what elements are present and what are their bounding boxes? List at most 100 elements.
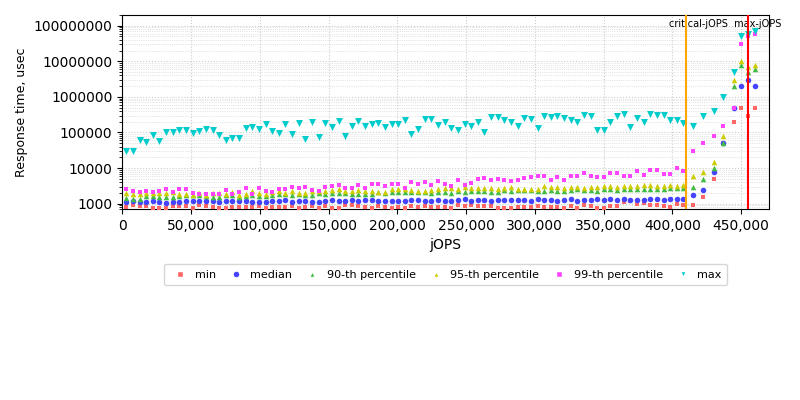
Y-axis label: Response time, usec: Response time, usec bbox=[15, 47, 28, 177]
Point bbox=[544, 186, 557, 193]
Point bbox=[312, 205, 325, 211]
Point bbox=[140, 199, 153, 205]
Point bbox=[326, 204, 338, 211]
Point bbox=[140, 190, 153, 196]
Point bbox=[749, 28, 762, 34]
Point bbox=[686, 173, 699, 179]
Point bbox=[299, 136, 312, 142]
Point bbox=[186, 190, 199, 196]
Point bbox=[179, 191, 192, 197]
Point bbox=[199, 192, 212, 198]
Point bbox=[551, 174, 564, 180]
Point bbox=[571, 119, 584, 126]
Point bbox=[664, 116, 677, 123]
Point bbox=[378, 190, 391, 196]
Point bbox=[525, 116, 538, 123]
Point bbox=[153, 204, 166, 211]
Point bbox=[405, 202, 418, 209]
Point bbox=[604, 183, 617, 189]
Point bbox=[465, 185, 478, 191]
Point bbox=[405, 187, 418, 193]
Point bbox=[120, 186, 133, 192]
Point bbox=[518, 187, 530, 193]
Point bbox=[366, 190, 378, 197]
Point bbox=[186, 205, 199, 211]
Point bbox=[538, 113, 550, 120]
Point bbox=[518, 115, 530, 121]
Point bbox=[372, 188, 385, 195]
Point bbox=[491, 186, 504, 192]
Point bbox=[538, 188, 550, 194]
Point bbox=[677, 182, 690, 188]
Point bbox=[319, 188, 332, 194]
Point bbox=[418, 116, 431, 122]
Point bbox=[624, 186, 637, 192]
Point bbox=[749, 83, 762, 89]
Point bbox=[346, 191, 358, 198]
Point bbox=[332, 198, 345, 204]
Point bbox=[604, 186, 617, 192]
Point bbox=[133, 203, 146, 209]
Point bbox=[491, 196, 504, 203]
Point bbox=[717, 140, 730, 146]
Point bbox=[578, 112, 590, 118]
Point bbox=[425, 116, 438, 123]
Point bbox=[505, 188, 518, 194]
Point bbox=[571, 184, 584, 190]
Point bbox=[326, 190, 338, 196]
Point bbox=[279, 204, 292, 210]
Point bbox=[186, 192, 199, 198]
Point bbox=[670, 200, 683, 207]
Point bbox=[686, 202, 699, 208]
Point bbox=[624, 198, 637, 204]
Point bbox=[465, 180, 478, 186]
Point bbox=[166, 189, 179, 195]
Point bbox=[696, 140, 709, 146]
Point bbox=[213, 190, 226, 197]
Point bbox=[412, 126, 425, 132]
Point bbox=[239, 204, 252, 210]
Point bbox=[610, 184, 623, 190]
Point bbox=[358, 204, 371, 210]
Point bbox=[239, 193, 252, 200]
Point bbox=[418, 203, 431, 210]
Point bbox=[279, 121, 292, 127]
Point bbox=[299, 190, 312, 196]
Point bbox=[273, 185, 286, 192]
Point bbox=[578, 184, 590, 191]
Point bbox=[558, 185, 570, 191]
Point bbox=[246, 198, 258, 205]
Point bbox=[670, 185, 683, 191]
Point bbox=[505, 205, 518, 211]
Point bbox=[644, 186, 657, 192]
Point bbox=[498, 117, 510, 123]
Point bbox=[299, 192, 312, 198]
Point bbox=[742, 77, 754, 83]
Point bbox=[511, 204, 524, 210]
Point bbox=[126, 195, 139, 202]
Point bbox=[279, 190, 292, 196]
Point bbox=[707, 159, 720, 165]
Point bbox=[133, 199, 146, 206]
Point bbox=[286, 184, 298, 190]
Point bbox=[286, 188, 298, 194]
Point bbox=[591, 204, 604, 211]
Point bbox=[458, 182, 471, 188]
Point bbox=[630, 201, 643, 208]
Point bbox=[286, 192, 298, 198]
Point bbox=[696, 194, 709, 201]
Point bbox=[352, 182, 365, 188]
Point bbox=[478, 203, 491, 210]
Point bbox=[564, 196, 577, 203]
Point bbox=[160, 186, 173, 192]
Point bbox=[306, 187, 318, 193]
Point bbox=[173, 186, 186, 192]
Point bbox=[564, 203, 577, 209]
Point bbox=[199, 192, 212, 199]
Point bbox=[445, 185, 458, 192]
Point bbox=[146, 188, 159, 195]
Point bbox=[584, 184, 597, 190]
Point bbox=[193, 190, 206, 196]
Point bbox=[385, 189, 398, 195]
Point bbox=[299, 198, 312, 204]
